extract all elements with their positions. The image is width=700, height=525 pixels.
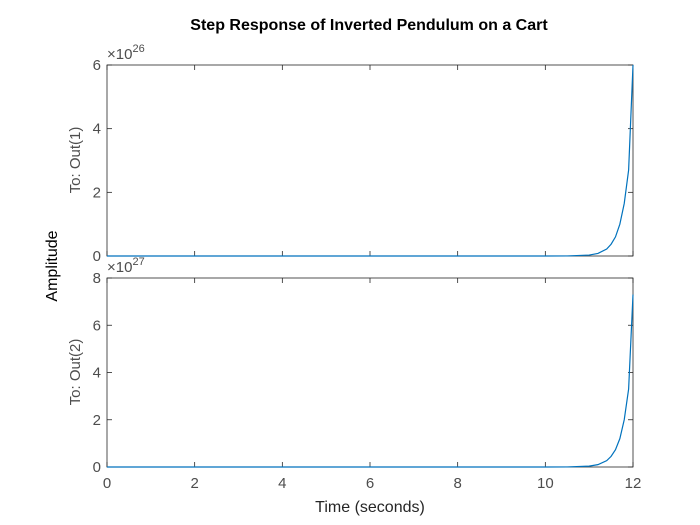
subplot-2-ytick-label: 0 (93, 459, 101, 476)
x-tick-label: 4 (278, 475, 286, 492)
x-axis-label: Time (seconds) (315, 499, 425, 516)
subplot-2-response-line (107, 294, 634, 468)
subplot-1-ytick-label: 0 (93, 248, 101, 265)
subplot-2-ytick-label: 8 (93, 270, 101, 287)
subplot-1-exponent: ×1026 (107, 43, 145, 63)
subplot-2-ytick-label: 4 (93, 365, 101, 382)
x-tick-label: 6 (366, 475, 374, 492)
x-tick-label: 2 (190, 475, 198, 492)
subplot-2: ×1027 To: Out(2) 0 2 4 6 8 10 12 0 2 4 6 8 (67, 256, 641, 492)
x-tick-label: 8 (453, 475, 461, 492)
subplot-2-ytick-label: 6 (93, 317, 101, 334)
subplot-1-ylabel: To: Out(1) (67, 127, 84, 194)
subplot-1: ×1026 To: Out(1) 0 2 4 6 (67, 43, 634, 265)
subplot-2-exponent-power: 27 (132, 256, 144, 268)
subplot-2-frame (106, 277, 634, 468)
subplot-1-exponent-power: 26 (132, 43, 144, 55)
subplot-2-ylabel: To: Out(2) (67, 339, 84, 406)
y-axis-label: Amplitude (44, 230, 61, 301)
x-tick-label: 10 (537, 475, 554, 492)
subplot-1-response-line (107, 64, 634, 257)
x-tick-label: 12 (625, 475, 642, 492)
subplot-2-exponent-base: ×10 (107, 259, 132, 276)
subplot-1-ytick-label: 4 (93, 121, 101, 138)
x-tick-label: 0 (103, 475, 111, 492)
subplot-1-frame (106, 64, 634, 257)
chart-title: Step Response of Inverted Pendulum on a … (190, 17, 548, 34)
subplot-1-exponent-base: ×10 (107, 46, 132, 63)
subplot-1-ytick-label: 6 (93, 57, 101, 74)
subplot-2-ytick-label: 2 (93, 412, 101, 429)
subplot-1-ytick-label: 2 (93, 184, 101, 201)
subplot-2-exponent: ×1027 (107, 256, 145, 276)
